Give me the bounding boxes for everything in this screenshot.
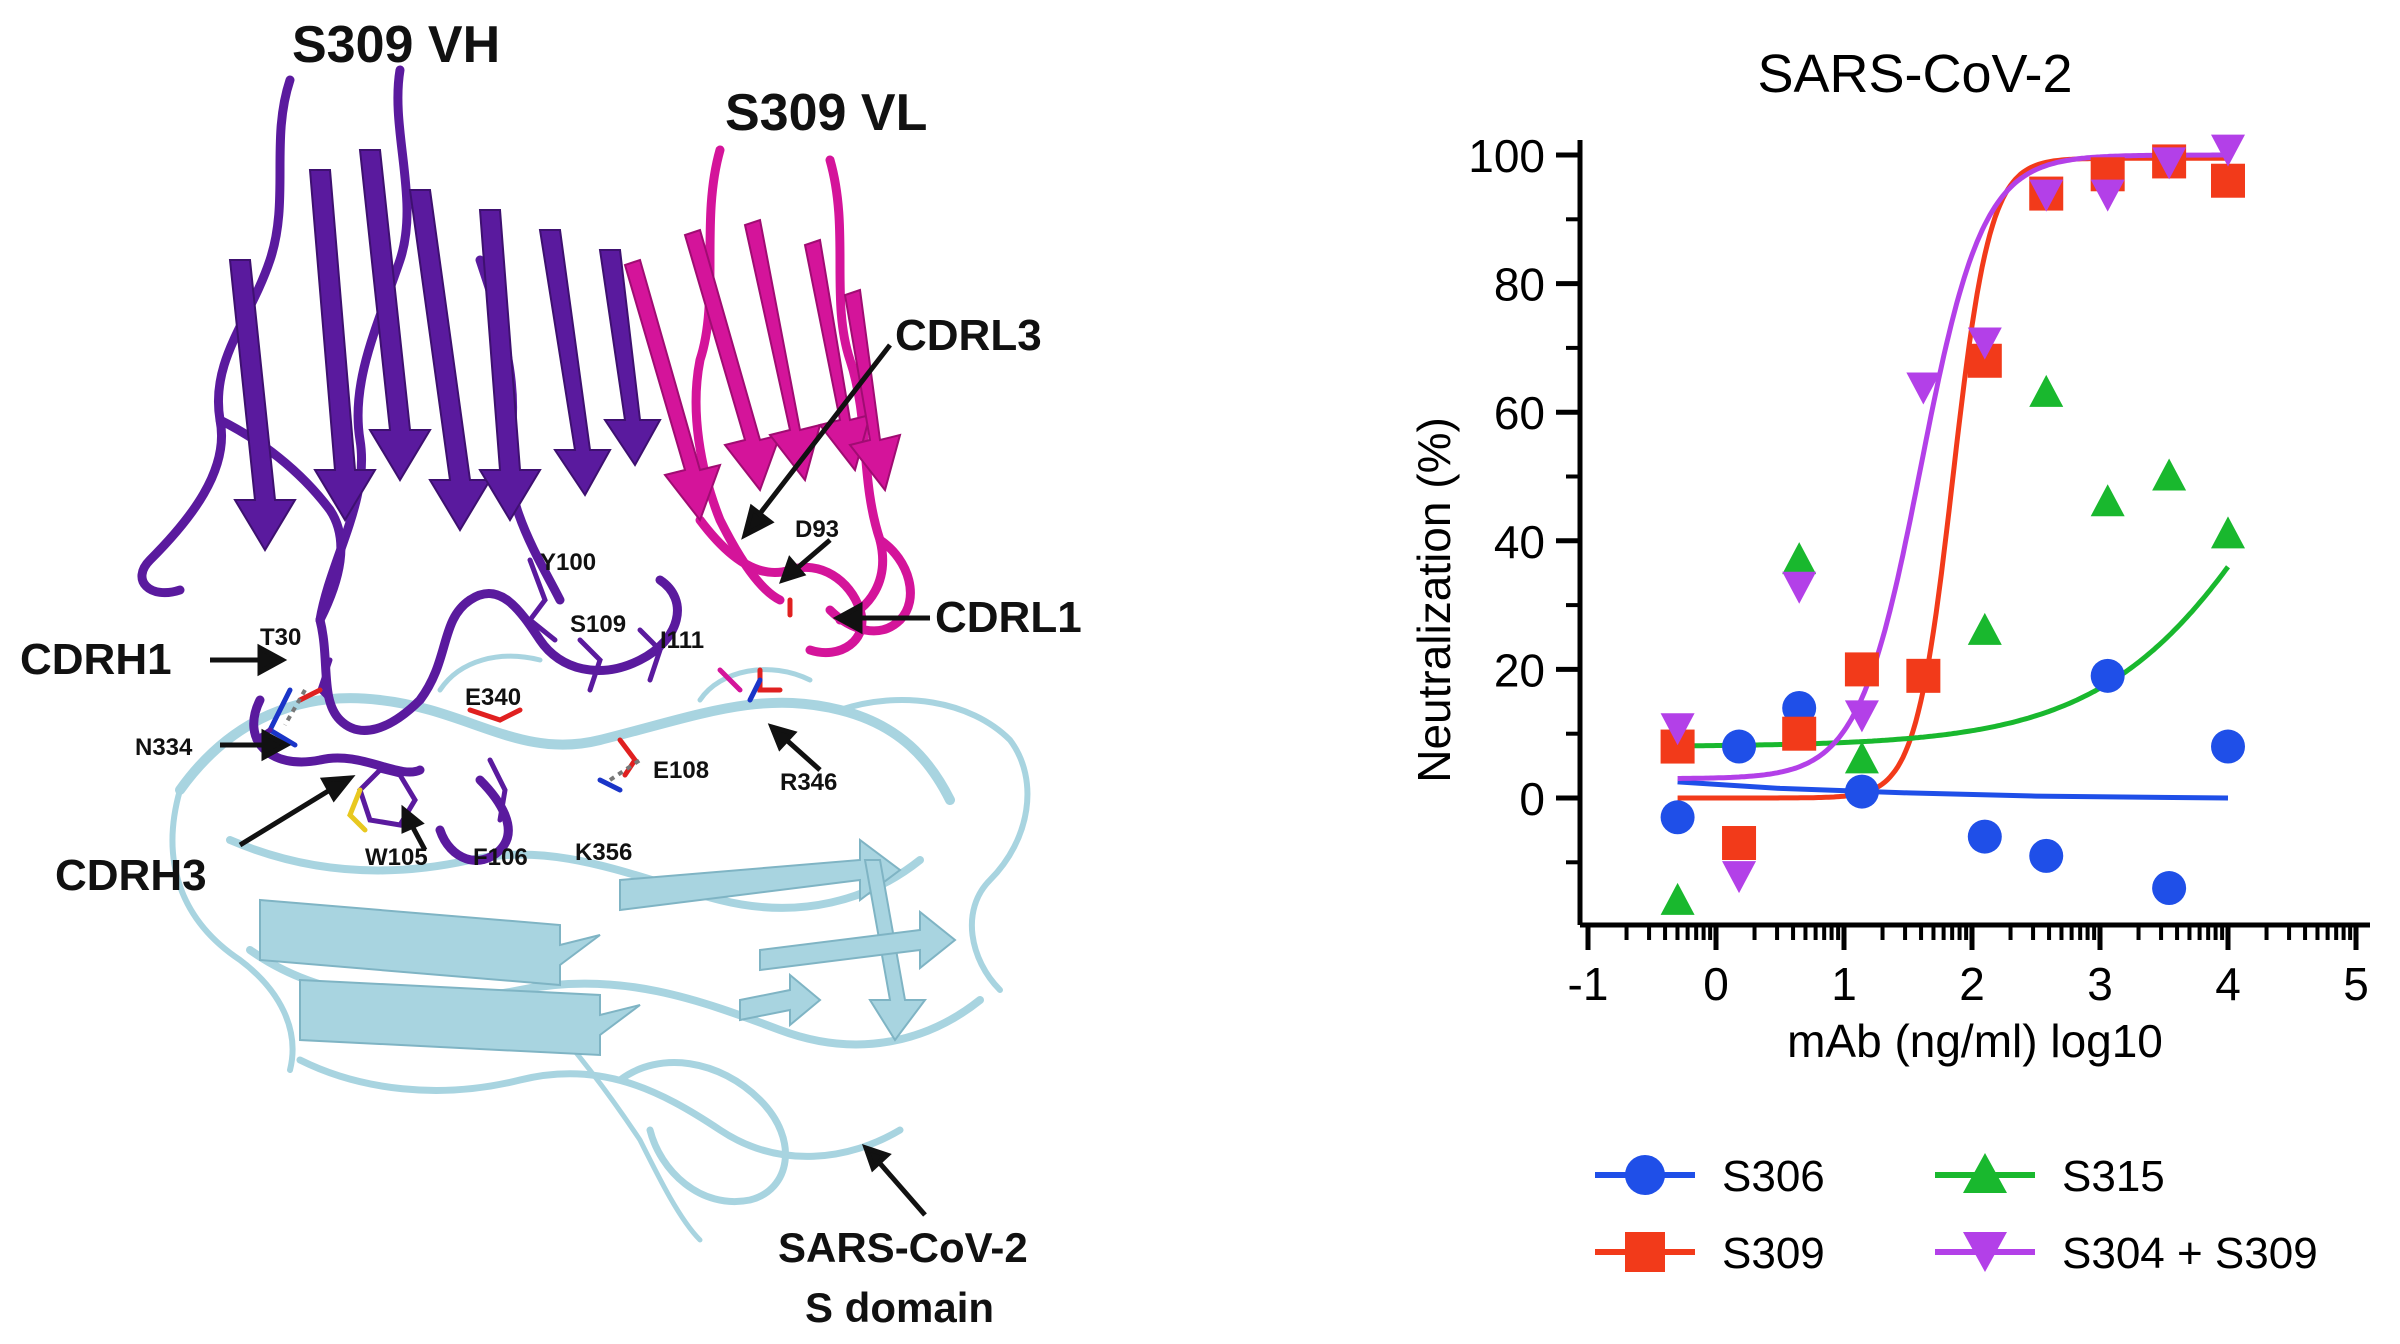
point-s304-s309: [2090, 179, 2125, 212]
y-tick-label: 60: [1494, 387, 1545, 439]
point-s304-s309: [1660, 713, 1695, 746]
point-s315: [1660, 882, 1695, 915]
cdrh1-label: CDRH1: [20, 635, 172, 684]
vl-label: S309 VL: [725, 84, 927, 142]
point-s315: [1782, 542, 1817, 575]
point-s306: [1782, 690, 1817, 725]
legend-label-s304-s309: S304 + S309: [2062, 1229, 2318, 1278]
point-s306: [1967, 819, 2002, 854]
x-tick-label: -1: [1568, 958, 1609, 1010]
point-s306: [2211, 729, 2245, 764]
x-axis-label: mAb (ng/ml) log10: [1787, 1015, 2163, 1067]
x-tick-label: 3: [2087, 958, 2113, 1010]
x-tick-label: 2: [1959, 958, 1985, 1010]
residue-sticks: [252, 557, 793, 833]
point-s304-s309: [2152, 147, 2187, 180]
rbd-sheet: [259, 838, 957, 1057]
vh-sheet: [228, 149, 662, 552]
point-s315: [2090, 484, 2125, 517]
point-s304-s309: [2211, 134, 2245, 167]
point-s315: [2152, 458, 2187, 491]
residue-w105: W105: [365, 844, 428, 871]
vh-label: S309 VH: [292, 16, 500, 74]
legend-marker-s315: [1963, 1153, 2007, 1193]
residue-y100: Y100: [540, 549, 596, 576]
point-s304-s309: [1967, 327, 2002, 360]
cdrl1-label: CDRL1: [935, 593, 1082, 642]
legend-marker-s309: [1625, 1232, 1665, 1272]
x-tick-label: 5: [2343, 958, 2369, 1010]
point-s315: [2029, 374, 2064, 407]
point-s306: [1844, 774, 1879, 809]
y-tick-label: 0: [1519, 773, 1545, 825]
legend: S306 S315 S309 S304 + S309: [1595, 1152, 2318, 1278]
legend-entry-s306: S306: [1595, 1152, 1825, 1201]
point-s304-s309: [1782, 571, 1817, 604]
y-tick-label: 40: [1494, 516, 1545, 568]
legend-label-s306: S306: [1722, 1152, 1825, 1201]
structure-panel: S309 VH S309 VL CDRL3 CDRL1 CDRH1 CDRH3 …: [20, 16, 1082, 1331]
y-axis-label: Neutralization (%): [1408, 417, 1460, 783]
legend-label-s315: S315: [2062, 1152, 2165, 1201]
point-s309: [1782, 716, 1817, 751]
cdrl3-label: CDRL3: [895, 311, 1042, 360]
chart-title: SARS-CoV-2: [1757, 44, 2072, 104]
y-tick-label: 20: [1494, 644, 1545, 696]
point-s315: [1967, 612, 2002, 645]
legend-marker-s304-s309: [1963, 1232, 2007, 1272]
legend-entry-s304-s309: S304 + S309: [1935, 1229, 2318, 1278]
fit-curve-s304-s309: [1677, 152, 2228, 781]
residue-e340: E340: [465, 684, 521, 711]
point-s309: [1722, 826, 1757, 861]
fit-curve-s309: [1677, 155, 2228, 801]
residue-e108: E108: [653, 757, 709, 784]
cdrh3-label: CDRH3: [55, 851, 207, 900]
point-s306: [1660, 800, 1695, 835]
axis-ticks: 0 20 40 60 80 100 -1 0 1 2 3 4 5: [1468, 130, 2369, 1010]
annotation-arrows: [210, 343, 930, 1217]
point-s306: [2152, 871, 2187, 906]
point-s306: [2090, 658, 2125, 693]
fit-curve-s306: [1677, 779, 2229, 801]
residue-t30: T30: [260, 624, 301, 651]
vh-ribbon: [137, 65, 682, 865]
data-points: [1660, 134, 2245, 915]
residue-r346: R346: [780, 769, 837, 796]
point-s306: [2029, 838, 2064, 873]
x-tick-label: 4: [2215, 958, 2241, 1010]
legend-marker-s306: [1625, 1155, 1665, 1195]
point-s315: [2211, 516, 2245, 549]
y-tick-label: 80: [1494, 259, 1545, 311]
point-s304-s309: [2029, 179, 2064, 212]
x-tick-label: 1: [1831, 958, 1857, 1010]
residue-f106: F106: [473, 844, 528, 871]
residue-d93: D93: [795, 516, 839, 543]
legend-entry-s315: S315: [1935, 1152, 2165, 1201]
rbd-label-line1: SARS-CoV-2: [778, 1224, 1028, 1271]
point-s304-s309: [1844, 700, 1879, 733]
residue-i111: I111: [660, 627, 704, 654]
point-s304-s309: [1722, 861, 1757, 894]
vl-sheet: [623, 218, 902, 523]
point-s304-s309: [1906, 372, 1941, 405]
legend-entry-s309: S309: [1595, 1229, 1825, 1278]
residue-n334: N334: [135, 734, 193, 761]
point-s309: [2211, 163, 2245, 198]
point-s309: [1844, 652, 1879, 687]
point-s309: [1906, 658, 1941, 693]
residue-k356: K356: [575, 839, 632, 866]
legend-label-s309: S309: [1722, 1229, 1825, 1278]
chart-panel: SARS-CoV-2 Neutralization (%) mAb (ng/ml…: [1408, 44, 2370, 1278]
fit-curves: [1677, 152, 2230, 801]
rbd-label-line2: S domain: [805, 1284, 994, 1331]
y-tick-label: 100: [1468, 130, 1545, 182]
x-tick-label: 0: [1703, 958, 1729, 1010]
point-s306: [1722, 729, 1757, 764]
vl-ribbon: [691, 145, 915, 658]
point-s315: [1844, 741, 1879, 774]
hbond-dashes: [283, 689, 642, 782]
residue-s109: S109: [570, 611, 626, 638]
fit-curve-s315: [1677, 565, 2230, 749]
